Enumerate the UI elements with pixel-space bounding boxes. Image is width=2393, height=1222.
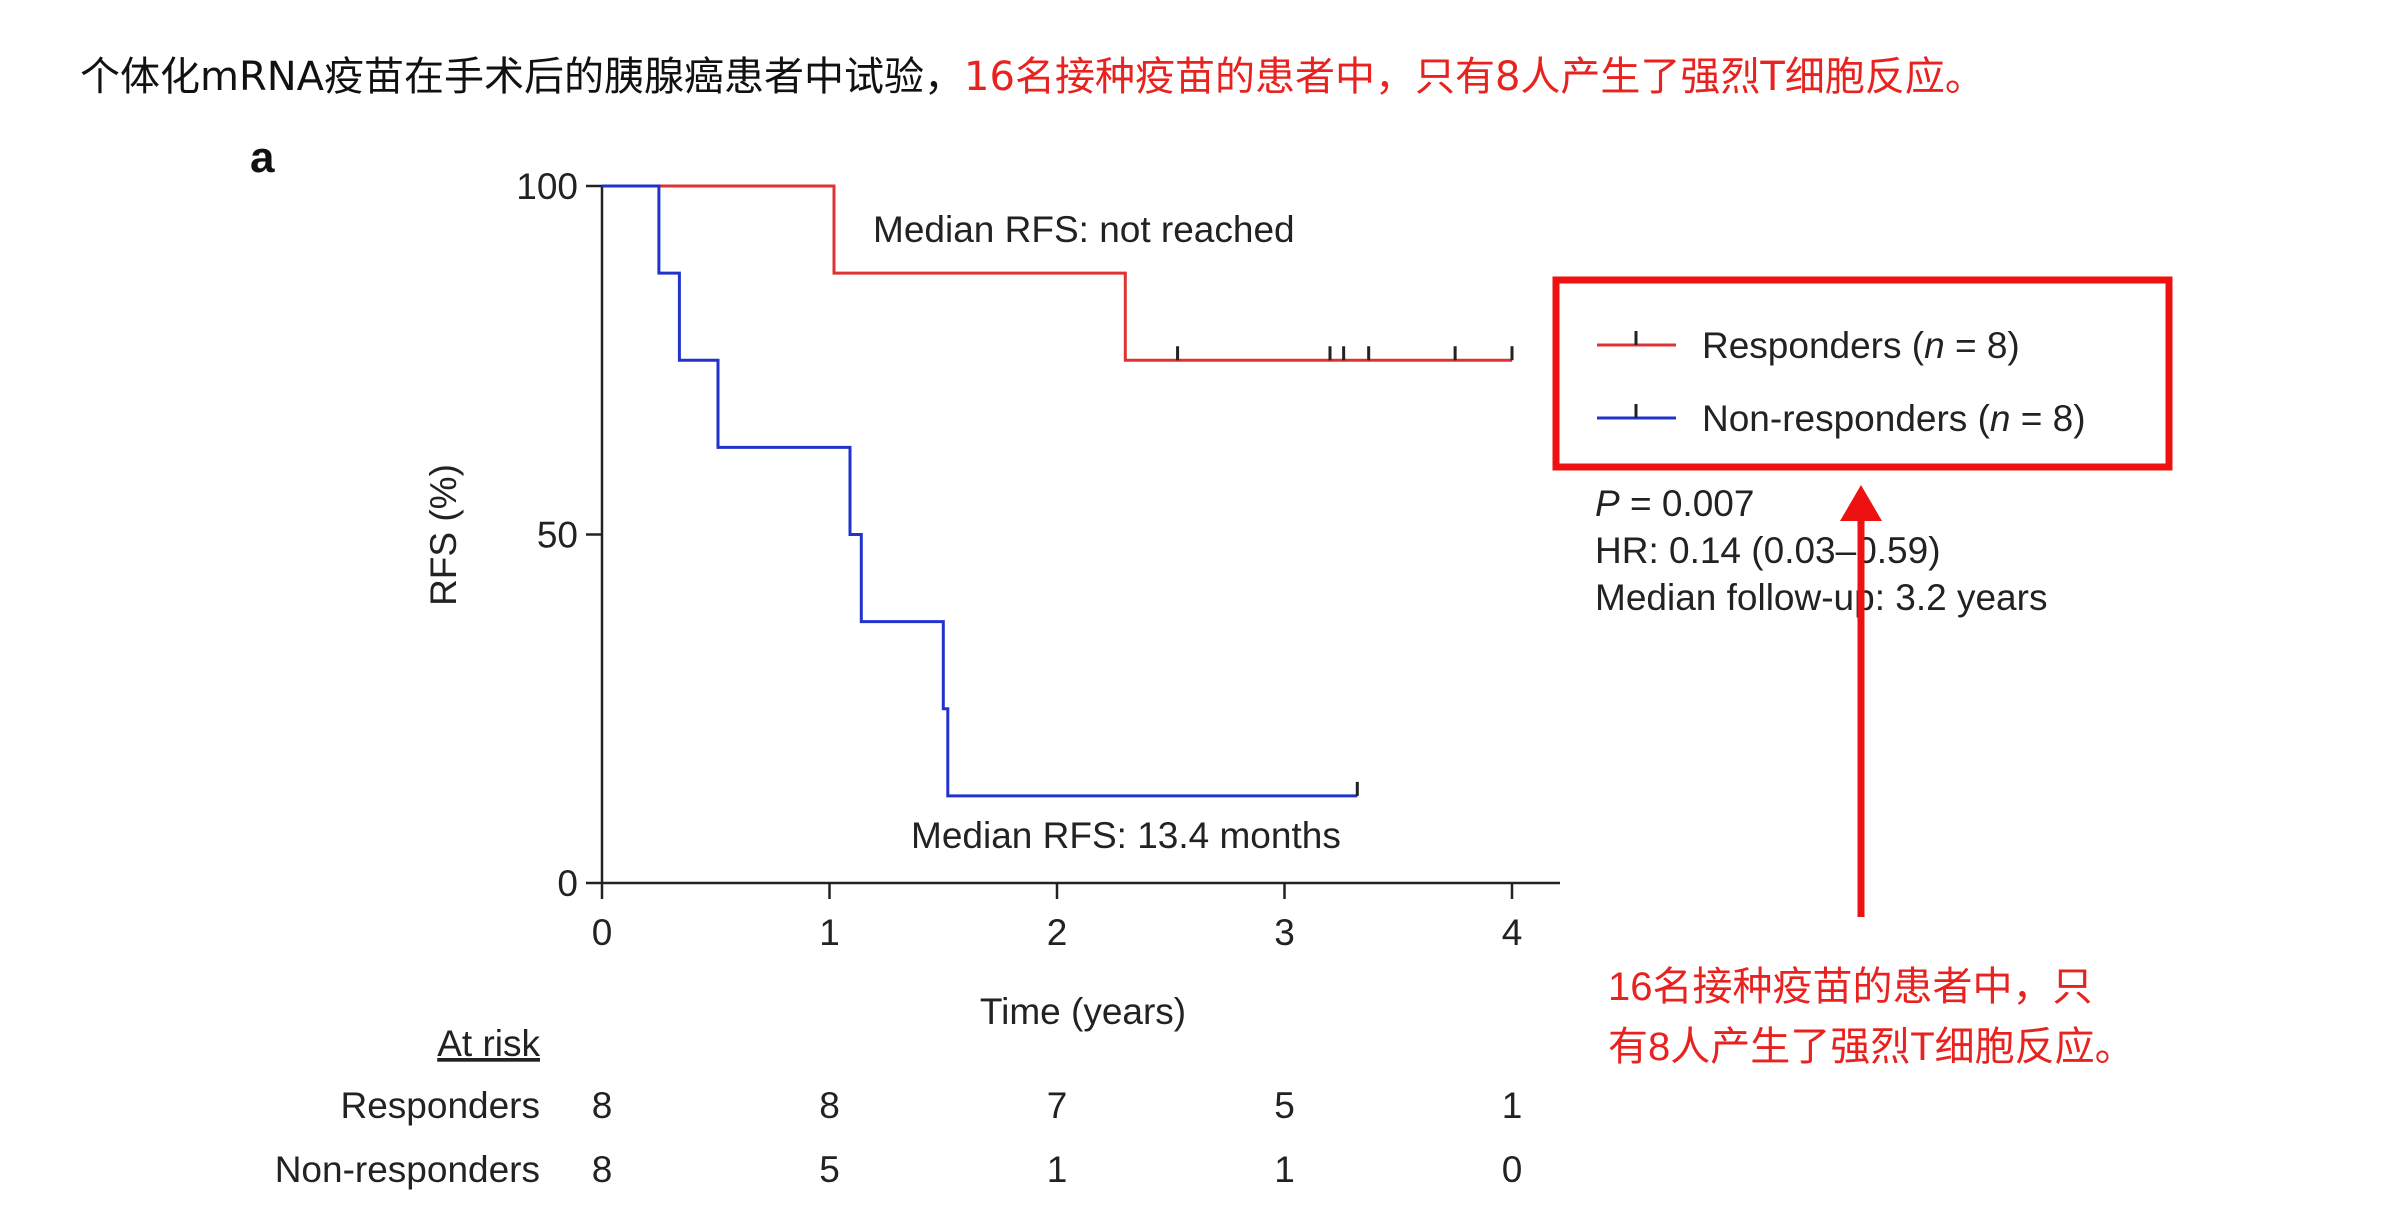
at-risk-value-responders-2: 7 <box>1047 1085 1068 1126</box>
at-risk-value-nonresponders-3: 1 <box>1274 1149 1295 1190</box>
at-risk-value-responders-1: 8 <box>819 1085 840 1126</box>
at-risk-value-responders-4: 1 <box>1502 1085 1523 1126</box>
at-risk-row-label-responders: Responders <box>340 1085 540 1126</box>
hazard-ratio: HR: 0.14 (0.03–0.59) <box>1595 530 1941 571</box>
panel-label: a <box>250 133 275 182</box>
at-risk-value-nonresponders-2: 1 <box>1047 1149 1068 1190</box>
callout-text-line-1: 16名接种疫苗的患者中，只 <box>1608 965 2093 1009</box>
legend: Responders (n = 8) Non-responders (n = 8… <box>1597 325 2086 439</box>
y-axis-label: RFS (%) <box>423 464 464 606</box>
headline: 个体化mRNA疫苗在手术后的胰腺癌患者中试验，16名接种疫苗的患者中，只有8人产… <box>80 44 1985 102</box>
x-tick-label-0: 0 <box>592 912 613 953</box>
headline-black: 个体化mRNA疫苗在手术后的胰腺癌患者中试验， <box>80 54 965 100</box>
y-tick-label-0: 0 <box>557 863 578 904</box>
at-risk-value-responders-3: 5 <box>1274 1085 1295 1126</box>
at-risk-row-label-nonresponders: Non-responders <box>275 1149 540 1190</box>
median-followup: Median follow-up: 3.2 years <box>1595 577 2047 618</box>
callout-arrow-head <box>1840 485 1882 521</box>
at-risk-cells: 8 8 7 5 1 8 5 1 1 0 <box>592 1085 1523 1190</box>
x-tick-label-1: 1 <box>819 912 840 953</box>
responders-censor-marks <box>1176 346 1514 361</box>
y-ticks: 0 50 100 <box>516 166 602 904</box>
nonresponders-curve <box>602 184 1358 798</box>
headline-red: 16名接种疫苗的患者中，只有8人产生了强烈T细胞反应。 <box>964 54 1985 100</box>
at-risk-value-nonresponders-0: 8 <box>592 1149 613 1190</box>
x-tick-label-4: 4 <box>1502 912 1523 953</box>
callout-text-line-2: 有8人产生了强烈T细胞反应。 <box>1608 1025 2135 1069</box>
legend-label-responders: Responders (n = 8) <box>1702 325 2020 366</box>
responders-median-annotation: Median RFS: not reached <box>873 209 1295 250</box>
at-risk-title: At risk <box>437 1023 540 1064</box>
legend-label-nonresponders: Non-responders (n = 8) <box>1702 398 2086 439</box>
x-tick-label-3: 3 <box>1274 912 1295 953</box>
legend-highlight-box <box>1552 276 2173 471</box>
y-tick-label-50: 50 <box>537 515 578 556</box>
p-value: P = 0.007 <box>1595 483 1754 524</box>
x-ticks: 0 1 2 3 4 <box>592 883 1523 953</box>
x-axis-label: Time (years) <box>980 991 1186 1032</box>
nonresponders-median-annotation: Median RFS: 13.4 months <box>911 815 1341 856</box>
at-risk-value-nonresponders-4: 0 <box>1502 1149 1523 1190</box>
at-risk-value-nonresponders-1: 5 <box>819 1149 840 1190</box>
x-tick-label-2: 2 <box>1047 912 1068 953</box>
at-risk-value-responders-0: 8 <box>592 1085 613 1126</box>
y-tick-label-100: 100 <box>516 166 578 207</box>
responders-curve <box>602 184 1512 362</box>
